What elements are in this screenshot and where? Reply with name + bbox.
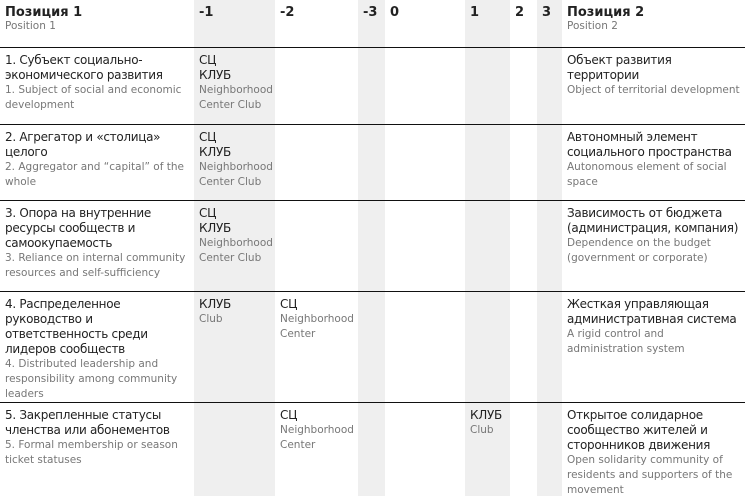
table-row: 4. Распределенное руководство и ответств… [0,291,745,403]
scale-cell: СЦ КЛУБ Neighborhood Center Club [194,124,275,201]
scale-cell-empty [385,291,465,403]
scale-cell-empty [358,291,385,403]
scale-cell-empty [510,291,537,403]
scale-cell-empty [275,47,358,125]
scale-cell-empty [465,47,510,125]
header-scale--1: -1 [199,5,214,20]
scale-cell-empty [465,200,510,292]
scale-cell-empty [510,402,537,501]
position-1-cell: 4. Распределенное руководство и ответств… [0,291,194,403]
table-row: 5. Закрепленные статусы членства или або… [0,402,745,501]
header-scale--2: -2 [280,5,295,20]
position-1-cell: 1. Субъект социально-экономического разв… [0,47,194,125]
scale-cell: КЛУБ Club [465,402,510,501]
scale-cell-empty [275,200,358,292]
scale-cell-empty [510,200,537,292]
scale-cell-empty [537,47,562,125]
header-scale-1: 1 [470,5,480,20]
header-scale-0: 0 [390,5,400,20]
position-2-cell: Жесткая управляющая административная сис… [562,291,745,403]
header-scale--3: -3 [363,5,378,20]
scale-cell: СЦ Neighborhood Center [275,291,358,403]
scale-cell-empty [194,402,275,501]
table-row: 3. Опора на внутренние ресурсы сообществ… [0,200,745,292]
header-position-1: Позиция 1 Position 1 [5,5,83,32]
scale-cell-empty [358,47,385,125]
table-row: 1. Субъект социально-экономического разв… [0,47,745,125]
scale-cell-empty [385,47,465,125]
position-2-cell: Зависимость от бюджета (администрация, к… [562,200,745,292]
scale-cell-empty [537,402,562,501]
scale-cell-empty [537,291,562,403]
scale-cell-empty [275,124,358,201]
scale-cell-empty [465,291,510,403]
scale-cell-empty [510,124,537,201]
scale-cell-empty [385,124,465,201]
scale-cell: КЛУБ Club [194,291,275,403]
position-1-cell: 5. Закрепленные статусы членства или або… [0,402,194,501]
scale-cell-empty [358,200,385,292]
position-2-cell: Объект развития территории Object of terr… [562,47,745,125]
scale-cell-empty [358,402,385,501]
header-position-2: Позиция 2 Position 2 [567,5,645,32]
scale-cell-empty [385,402,465,501]
scale-cell: СЦ Neighborhood Center [275,402,358,501]
position-2-cell: Автономный элемент социального пространс… [562,124,745,201]
scale-cell-empty [358,124,385,201]
scale-cell-empty [510,47,537,125]
position-1-cell: 3. Опора на внутренние ресурсы сообществ… [0,200,194,292]
table-row: 2. Агрегатор и «столица» целого 2. Aggreg… [0,124,745,201]
header-scale-3: 3 [542,5,552,20]
scale-cell-empty [385,200,465,292]
header-scale-2: 2 [515,5,525,20]
scale-cell-empty [465,124,510,201]
position-1-cell: 2. Агрегатор и «столица» целого 2. Aggreg… [0,124,194,201]
scale-cell-empty [537,124,562,201]
scale-cell: СЦ КЛУБ Neighborhood Center Club [194,200,275,292]
position-2-cell: Открытое солидарное сообщество жителей и… [562,402,745,501]
scale-cell: СЦ КЛУБ Neighborhood Center Club [194,47,275,125]
scale-cell-empty [537,200,562,292]
